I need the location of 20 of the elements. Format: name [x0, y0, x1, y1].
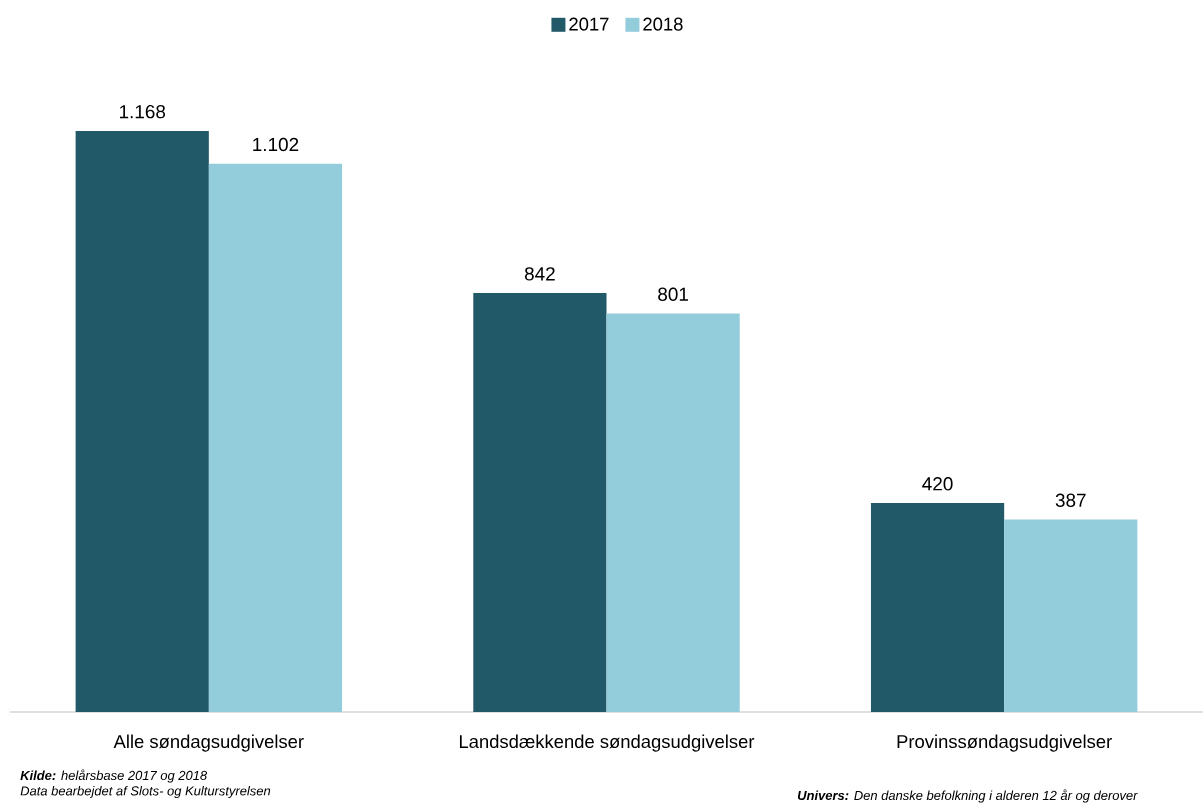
data-label: 387 — [1055, 493, 1086, 507]
data-label: 1.102 — [253, 137, 299, 152]
data-label: 420 — [922, 477, 953, 491]
text: Data bearbejdet af Slots- og Kulturstyrelsen — [20, 785, 271, 799]
x-tick-label: Alle søndagsudgivelser — [113, 734, 304, 752]
bar — [473, 293, 607, 712]
x-tick-label: Provinssøndagsudgivelser — [897, 734, 1112, 752]
legend-label: 2018 — [643, 17, 683, 31]
text: Kilde: helårsbase 2017 og 2018 — [20, 769, 208, 783]
data-label: 1.168 — [119, 104, 166, 119]
legend-label: 2017 — [569, 17, 609, 31]
data-label: 842 — [524, 267, 555, 281]
data-label: 801 — [658, 287, 688, 301]
bar — [606, 313, 740, 712]
bar — [75, 130, 209, 712]
bar — [870, 503, 1005, 712]
text: Univers: Den danske befolkning i alderen 12 år og derover — [797, 789, 1138, 803]
bar — [208, 163, 343, 712]
bar — [1004, 519, 1138, 712]
x-tick-label: Landsdækkende søndagsudgivelser — [459, 734, 755, 752]
